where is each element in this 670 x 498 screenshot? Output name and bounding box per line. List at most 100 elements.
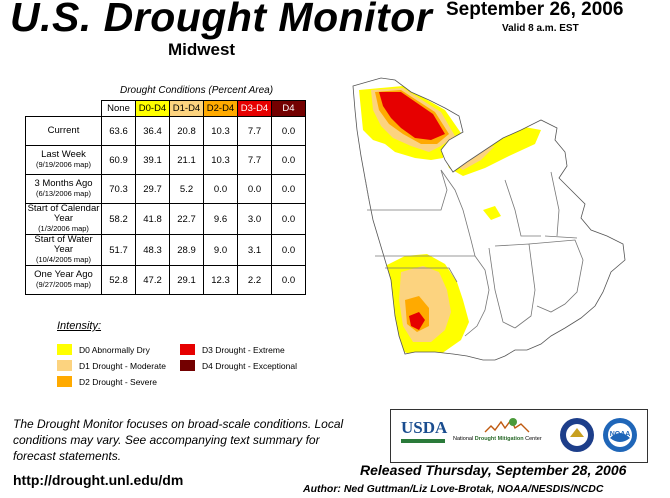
col-d1-d4: D1-D4	[169, 100, 204, 117]
row-label-sub: (9/19/2006 map)	[35, 160, 92, 169]
table-cell: 41.8	[135, 203, 170, 235]
table-cell: 2.2	[237, 265, 272, 295]
table-cell: 10.3	[203, 116, 238, 146]
table-header-row: None D0-D4 D1-D4 D2-D4 D3-D4 D4	[26, 100, 306, 117]
table-cell: 60.9	[101, 145, 136, 175]
region-name: Midwest	[168, 40, 236, 59]
author-credit: Author: Ned Guttman/Liz Love-Brotak, NOA…	[303, 483, 604, 495]
ndmc-logo-suffix: Center	[525, 436, 542, 442]
table-row: 3 Months Ago (6/13/2006 map) 70.3 29.7 5.2 0.…	[25, 174, 306, 204]
table-cell: 47.2	[135, 265, 170, 295]
table-caption: Drought Conditions (Percent Area)	[120, 85, 274, 96]
table-cell: 0.0	[203, 174, 238, 204]
row-label-text: Start of Calendar Year	[27, 203, 100, 224]
table-cell: 22.7	[169, 203, 204, 235]
table-cell: 29.7	[135, 174, 170, 204]
legend-item-d3: D3 Drought - Extreme	[180, 344, 285, 355]
table-cell: 7.7	[237, 116, 272, 146]
table-cell: 12.3	[203, 265, 238, 295]
table-cell: 58.2	[101, 203, 136, 235]
midwest-drought-map	[352, 77, 626, 361]
state-boundaries	[352, 77, 626, 361]
table-cell: 52.8	[101, 265, 136, 295]
table-cell: 29.1	[169, 265, 204, 295]
row-label: One Year Ago (9/27/2005 map)	[25, 265, 102, 295]
col-d2-d4: D2-D4	[203, 100, 238, 117]
map-title: U.S. Drought Monitor	[10, 0, 433, 40]
ndmc-logo-prefix: National	[453, 436, 474, 442]
row-label-sub: (10/4/2005 map)	[35, 255, 92, 264]
table-row: Last Week (9/19/2006 map) 60.9 39.1 21.1 10.3…	[25, 145, 306, 175]
legend-swatch-d1	[57, 360, 72, 371]
usda-logo-bar	[401, 439, 445, 443]
legend-item-d4: D4 Drought - Exceptional	[180, 360, 297, 371]
usda-logo: USDA	[401, 418, 447, 443]
usda-logo-text: USDA	[401, 418, 448, 437]
legend-label-d4: D4 Drought - Exceptional	[202, 360, 297, 371]
row-label: Start of Water Year (10/4/2005 map)	[25, 234, 102, 266]
row-label-sub: (9/27/2005 map)	[35, 280, 92, 289]
legend-swatch-d0	[57, 344, 72, 355]
table-cell: 0.0	[237, 174, 272, 204]
table-cell: 39.1	[135, 145, 170, 175]
legend-item-d2: D2 Drought - Severe	[57, 376, 157, 387]
table-cell: 20.8	[169, 116, 204, 146]
table-cell: 3.1	[237, 234, 272, 266]
legend-label-d3: D3 Drought - Extreme	[202, 344, 285, 355]
table-cell: 3.0	[237, 203, 272, 235]
table-row: Start of Water Year (10/4/2005 map) 51.7 48…	[25, 234, 306, 266]
col-d0-d4: D0-D4	[135, 100, 170, 117]
legend-label-d0: D0 Abnormally Dry	[79, 344, 150, 355]
legend-swatch-d4	[180, 360, 195, 371]
table-cell: 48.3	[135, 234, 170, 266]
drought-conditions-table: None D0-D4 D1-D4 D2-D4 D3-D4 D4 Current 6…	[25, 100, 306, 295]
table-cell: 10.3	[203, 145, 238, 175]
table-cell: 36.4	[135, 116, 170, 146]
d3-missouri-spot	[409, 312, 425, 330]
table-cell: 51.7	[101, 234, 136, 266]
table-cell: 0.0	[271, 116, 306, 146]
table-cell: 0.0	[271, 174, 306, 204]
website-url[interactable]: http://drought.unl.edu/dm	[13, 472, 184, 488]
table-cell: 9.0	[203, 234, 238, 266]
noaa-logo-text: NOAA	[610, 431, 631, 438]
d0-wisconsin-spot	[483, 206, 501, 220]
row-label-text: 3 Months Ago	[34, 178, 93, 189]
row-label-sub: (6/13/2006 map)	[35, 189, 92, 198]
legend-label-d2: D2 Drought - Severe	[79, 376, 157, 387]
legend-item-d1: D1 Drought - Moderate	[57, 360, 166, 371]
table-cell: 0.0	[271, 265, 306, 295]
table-cell: 0.0	[271, 145, 306, 175]
ndmc-logo: National Drought Mitigation Center	[453, 436, 542, 442]
table-cell: 21.1	[169, 145, 204, 175]
table-cell: 9.6	[203, 203, 238, 235]
table-row: Start of Calendar Year (1/3/2006 map) 58.2…	[25, 203, 306, 235]
table-cell: 70.3	[101, 174, 136, 204]
table-row: One Year Ago (9/27/2005 map) 52.8 47.2 29.1 1…	[25, 265, 306, 295]
table-row: Current 63.6 36.4 20.8 10.3 7.7 0.0	[25, 116, 306, 146]
table-cell: 0.0	[271, 203, 306, 235]
table-corner	[26, 101, 102, 117]
commerce-seal-icon	[560, 418, 594, 452]
table-cell: 5.2	[169, 174, 204, 204]
table-cell: 28.9	[169, 234, 204, 266]
disclaimer-note: The Drought Monitor focuses on broad-sca…	[13, 417, 344, 463]
col-d3-d4: D3-D4	[237, 100, 272, 117]
legend-item-d0: D0 Abnormally Dry	[57, 344, 150, 355]
table-cell: 7.7	[237, 145, 272, 175]
row-label-text: Current	[47, 125, 80, 136]
row-label: Current	[25, 116, 102, 146]
noaa-logo-icon: NOAA	[603, 418, 637, 452]
map-date: September 26, 2006	[446, 0, 624, 20]
ndmc-logo-main: Drought Mitigation	[474, 436, 524, 442]
col-none: None	[101, 100, 136, 117]
ndmc-tree-icon	[484, 418, 530, 433]
row-label-text: Start of Water Year	[34, 234, 93, 255]
legend-swatch-d3	[180, 344, 195, 355]
table-cell: 0.0	[271, 234, 306, 266]
d3-north-area	[379, 92, 445, 140]
legend-swatch-d2	[57, 376, 72, 387]
row-label: Start of Calendar Year (1/3/2006 map)	[25, 203, 102, 235]
table-cell: 63.6	[101, 116, 136, 146]
row-label: 3 Months Ago (6/13/2006 map)	[25, 174, 102, 204]
